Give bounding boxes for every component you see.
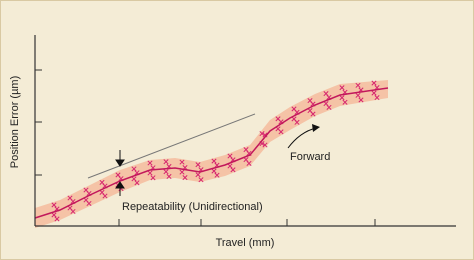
x-mark [131, 166, 137, 172]
x-mark [51, 202, 57, 208]
x-mark [179, 159, 185, 165]
x-mark [243, 147, 249, 153]
x-mark [246, 160, 252, 166]
x-mark [262, 132, 268, 138]
arrow-head [115, 159, 125, 167]
x-mark [342, 99, 348, 105]
x-mark [310, 111, 316, 117]
x-axis-label: Travel (mm) [216, 237, 275, 249]
x-mark [227, 163, 233, 169]
y-axis-label: Position Error (µm) [9, 76, 21, 169]
arrow-head [115, 181, 125, 189]
x-mark [374, 95, 380, 101]
x-mark [326, 104, 332, 110]
x-mark [323, 101, 329, 107]
x-mark [195, 172, 201, 178]
x-mark [294, 119, 300, 125]
x-mark [355, 82, 361, 88]
x-mark [166, 173, 172, 180]
x-mark [339, 95, 345, 101]
x-mark [323, 91, 329, 97]
x-mark [51, 212, 57, 218]
x-mark [243, 157, 249, 163]
x-mark [371, 80, 377, 86]
x-mark [163, 169, 169, 175]
x-mark [355, 92, 361, 98]
x-mark [131, 176, 137, 182]
x-mark [70, 208, 76, 215]
mean-curve [34, 87, 389, 219]
annotation: Repeatability (Unidirectional) [122, 201, 263, 213]
x-mark [147, 160, 153, 166]
annotation: Forward [290, 151, 330, 163]
x-mark [339, 85, 345, 91]
x-mark [358, 97, 364, 103]
x-mark [227, 153, 233, 159]
repeatability-arrows [115, 150, 125, 196]
x-mark [230, 167, 236, 173]
x-mark [214, 172, 220, 178]
band-layer [35, 80, 388, 228]
x-mark [182, 175, 188, 181]
x-mark [134, 180, 140, 186]
arrow-head [312, 124, 320, 132]
x-mark [163, 159, 169, 165]
x-mark [278, 129, 284, 135]
x-mark [150, 175, 156, 181]
x-mark [54, 216, 60, 222]
x-mark [147, 170, 153, 176]
x-mark [195, 162, 201, 168]
x-mark [211, 168, 217, 174]
x-mark [259, 131, 265, 137]
x-mark [179, 169, 185, 175]
x-mark [198, 177, 204, 183]
ticks [35, 69, 376, 226]
x-mark [102, 193, 108, 199]
slope-line [87, 113, 256, 179]
x-mark [86, 200, 92, 207]
x-mark [211, 158, 217, 164]
error-band [35, 80, 388, 228]
x-mark [262, 142, 268, 148]
x-mark [371, 90, 377, 96]
